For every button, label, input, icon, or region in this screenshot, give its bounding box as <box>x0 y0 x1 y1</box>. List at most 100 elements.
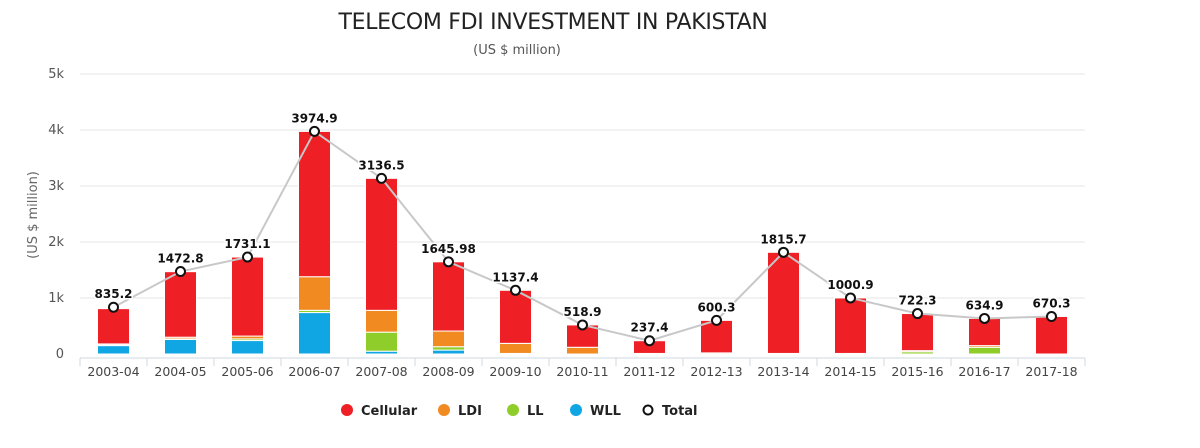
legend-label: LL <box>527 404 544 419</box>
legend-marker <box>341 404 353 416</box>
x-tick-label: 2009-10 <box>489 364 541 379</box>
stacked-bars <box>97 130 1068 355</box>
bar-segment-ldi[interactable] <box>365 309 398 333</box>
total-data-label: 600.3 <box>698 300 736 314</box>
legend-label: Total <box>662 404 698 419</box>
bar-segment-wll[interactable] <box>231 340 264 355</box>
legend-label: WLL <box>590 404 621 419</box>
total-point[interactable] <box>175 266 186 278</box>
x-tick-label: 2011-12 <box>623 364 675 379</box>
y-tick-label: 5k <box>48 67 64 82</box>
total-data-label: 1137.4 <box>492 270 538 284</box>
total-point[interactable] <box>644 335 655 347</box>
total-line-series <box>108 125 1057 347</box>
x-tick-label: 2005-06 <box>221 364 273 379</box>
bar-segment-cellular[interactable] <box>164 271 197 338</box>
x-tick-label: 2017-18 <box>1025 364 1077 379</box>
bar-segment-wll[interactable] <box>164 338 197 355</box>
legend-item-wll[interactable]: WLL <box>570 404 621 419</box>
total-point[interactable] <box>108 301 119 313</box>
total-point[interactable] <box>778 246 789 258</box>
bar-segment-cellular[interactable] <box>767 251 800 354</box>
total-point[interactable] <box>443 256 454 268</box>
total-data-label: 1000.9 <box>827 278 873 292</box>
bar-segment-cellular[interactable] <box>499 289 532 344</box>
total-data-label: 1815.7 <box>760 232 806 246</box>
total-data-label: 3136.5 <box>358 158 404 172</box>
bar-segment-cellular[interactable] <box>432 261 465 332</box>
grid-lines <box>80 73 1085 299</box>
legend-marker <box>507 404 519 416</box>
legend-item-ldi[interactable]: LDI <box>438 404 482 419</box>
bar-segment-wll[interactable] <box>298 312 331 355</box>
y-tick-label: 3k <box>48 179 64 194</box>
legend-label: LDI <box>458 404 482 419</box>
x-tick-label: 2007-08 <box>355 364 407 379</box>
x-tick-label: 2004-05 <box>154 364 206 379</box>
x-tick-label: 2012-13 <box>690 364 742 379</box>
total-point[interactable] <box>912 308 923 320</box>
total-data-label: 835.2 <box>95 287 133 301</box>
total-data-label: 1645.98 <box>421 242 476 256</box>
total-point[interactable] <box>242 251 253 263</box>
bar-segment-ldi[interactable] <box>432 330 465 348</box>
y-tick-label: 0 <box>56 347 64 362</box>
x-tick-label: 2013-14 <box>757 364 809 379</box>
total-point[interactable] <box>1046 310 1057 322</box>
total-point[interactable] <box>510 284 521 296</box>
bar-segment-ldi[interactable] <box>566 346 599 355</box>
x-tick-label: 2016-17 <box>958 364 1010 379</box>
x-tick-label: 2014-15 <box>824 364 876 379</box>
bar-segment-ll[interactable] <box>968 346 1001 355</box>
total-data-labels: 835.2 1472.8 1731.1 3974.9 3136.5 1645.98 1137… <box>93 110 1072 336</box>
bar-segment-cellular[interactable] <box>97 308 130 345</box>
bar-segment-wll[interactable] <box>97 345 130 355</box>
y-tick-label: 2k <box>48 235 64 250</box>
legend-marker <box>438 404 450 416</box>
bar-segment-cellular[interactable] <box>298 130 331 278</box>
total-point[interactable] <box>979 312 990 324</box>
total-data-label: 634.9 <box>966 298 1004 312</box>
legend-marker <box>570 404 582 416</box>
legend-marker <box>642 404 654 416</box>
bar-segment-cellular[interactable] <box>901 313 934 352</box>
x-tick-label: 2010-11 <box>556 364 608 379</box>
bar-segment-ldi[interactable] <box>499 342 532 354</box>
legend-item-cellular[interactable]: Cellular <box>341 404 418 419</box>
total-point[interactable] <box>845 292 856 304</box>
chart-subtitle: (US $ million) <box>473 43 561 58</box>
total-data-label: 3974.9 <box>291 111 337 125</box>
chart-title: TELECOM FDI INVESTMENT IN PAKISTAN <box>337 10 767 35</box>
bar-segment-cellular[interactable] <box>834 297 867 354</box>
total-data-label: 1472.8 <box>157 252 203 266</box>
bar-segment-ldi[interactable] <box>298 276 331 311</box>
y-tick-label: 1k <box>48 291 64 306</box>
bar-segment-cellular[interactable] <box>1035 315 1068 355</box>
total-data-label: 237.4 <box>631 321 669 335</box>
x-tick-label: 2006-07 <box>288 364 340 379</box>
total-data-label: 722.3 <box>899 294 937 308</box>
total-point[interactable] <box>711 314 722 326</box>
total-point[interactable] <box>577 319 588 331</box>
x-tick-label: 2008-09 <box>422 364 474 379</box>
total-data-label: 670.3 <box>1033 296 1071 310</box>
x-axis: 2003-04 2004-05 2005-06 2006-07 2007-08 2008-… <box>79 357 1086 379</box>
bar-segment-ll[interactable] <box>365 331 398 352</box>
total-data-label: 518.9 <box>564 305 602 319</box>
bar-segment-cellular[interactable] <box>231 256 264 337</box>
legend-label: Cellular <box>361 404 418 419</box>
bar-segment-cellular[interactable] <box>365 177 398 311</box>
x-tick-label: 2015-16 <box>891 364 943 379</box>
legend: Cellular LDI LL WLL Total <box>341 404 698 419</box>
legend-item-ll[interactable]: LL <box>507 404 544 419</box>
y-axis-ticks: 0 1k 2k 3k 4k 5k <box>48 67 64 362</box>
total-point[interactable] <box>309 125 320 137</box>
total-point[interactable] <box>376 172 387 184</box>
bar-segment-wll[interactable] <box>432 349 465 355</box>
bar-segment-ll[interactable] <box>432 346 465 351</box>
y-tick-label: 4k <box>48 123 64 138</box>
y-axis-label: (US $ million) <box>26 171 41 259</box>
total-data-label: 1731.1 <box>224 237 270 251</box>
legend-item-total[interactable]: Total <box>642 404 698 419</box>
